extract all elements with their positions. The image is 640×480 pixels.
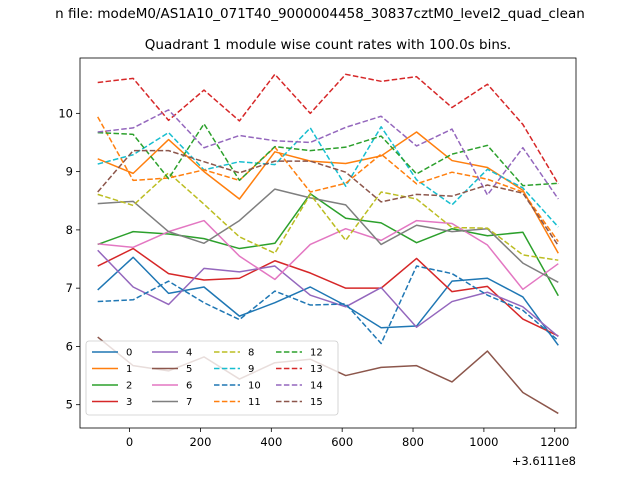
plot-frame [79, 57, 577, 429]
legend-label-6: 6 [186, 381, 192, 392]
series-line-2 [97, 193, 559, 297]
series-line-14 [97, 109, 559, 200]
x-tick-label: 1200 [540, 435, 569, 449]
legend-label-11: 11 [248, 397, 261, 408]
legend-label-7: 7 [186, 397, 192, 408]
x-tick-label: 600 [331, 435, 353, 449]
legend-label-8: 8 [248, 348, 254, 359]
x-tick-label: 400 [260, 435, 282, 449]
legend-label-3: 3 [126, 397, 132, 408]
series-line-10 [97, 265, 559, 345]
series-line-7 [97, 188, 559, 283]
x-tick-label: 800 [402, 435, 424, 449]
legend-label-12: 12 [310, 348, 323, 359]
legend-label-13: 13 [310, 364, 323, 375]
chart-title: Quadrant 1 module wise count rates with … [145, 37, 511, 53]
legend-label-15: 15 [310, 397, 323, 408]
x-axis: 0 200 400 600 800 1000 1200 [126, 428, 569, 449]
legend-label-2: 2 [126, 381, 132, 392]
legend-frame [85, 340, 339, 416]
legend-label-4: 4 [186, 348, 192, 359]
legend-label-14: 14 [310, 381, 323, 392]
legend-label-10: 10 [248, 381, 261, 392]
legend-label-1: 1 [126, 364, 132, 375]
series-line-9 [97, 126, 559, 228]
x-tick-label: 200 [189, 435, 211, 449]
legend-label-0: 0 [126, 348, 132, 359]
y-tick-label: 7 [66, 281, 73, 295]
x-tick-label: 1000 [469, 435, 498, 449]
series-line-3 [97, 247, 559, 337]
y-tick-label: 6 [66, 339, 73, 353]
series-line-15 [97, 149, 559, 247]
series-line-11 [97, 116, 559, 242]
y-tick-label: 8 [66, 223, 73, 237]
chart-suptitle: n file: modeM0/AS1A10_071T40_9000004458_… [55, 6, 585, 22]
y-tick-label: 10 [58, 106, 73, 120]
y-tick-label: 5 [66, 398, 73, 412]
legend-label-9: 9 [248, 364, 254, 375]
series-line-12 [97, 123, 559, 187]
x-offset-label: +3.6111e8 [512, 454, 576, 468]
series-line-1 [97, 131, 559, 254]
series-line-8 [97, 172, 559, 261]
series-line-0 [97, 256, 559, 346]
y-axis: 5 6 7 8 9 10 [58, 106, 80, 412]
series-line-4 [97, 249, 559, 338]
legend-label-5: 5 [186, 364, 192, 375]
x-tick-label: 0 [126, 435, 133, 449]
series-line-6 [97, 219, 559, 291]
y-tick-label: 9 [66, 165, 73, 179]
